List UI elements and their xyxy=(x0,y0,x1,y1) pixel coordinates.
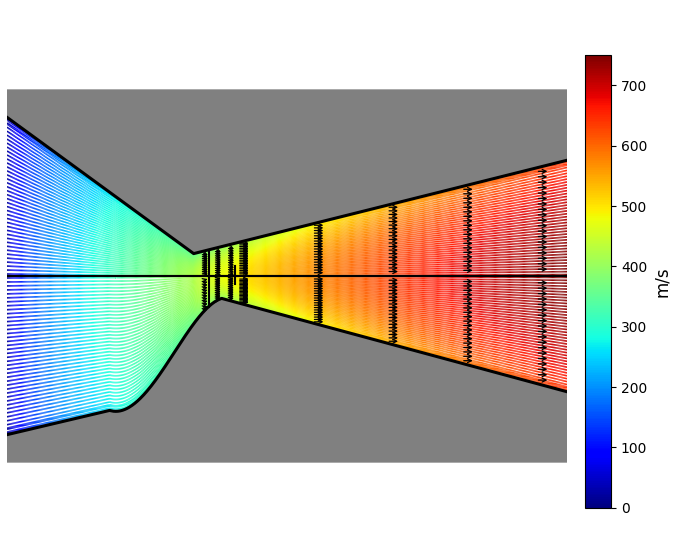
Polygon shape xyxy=(7,89,567,253)
Y-axis label: m/s: m/s xyxy=(653,266,671,297)
Polygon shape xyxy=(7,299,567,463)
